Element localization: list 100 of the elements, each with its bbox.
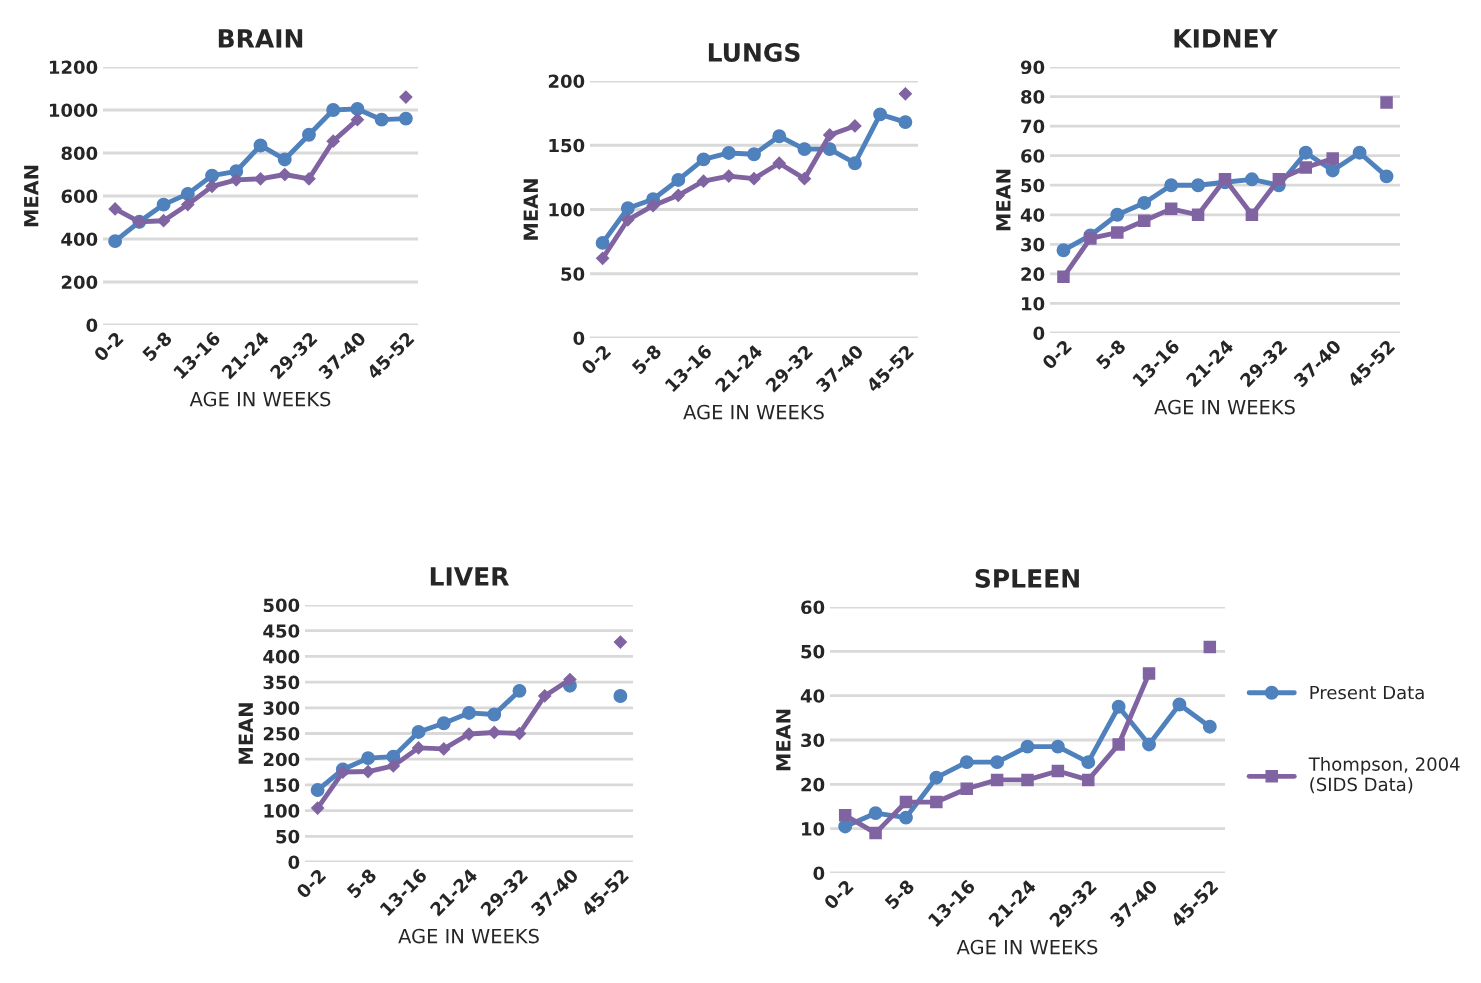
point: [1020, 739, 1035, 754]
point: [838, 809, 852, 822]
point: [1051, 764, 1065, 778]
y-tick-label: 0: [1033, 326, 1045, 341]
point: [869, 826, 882, 840]
point: [1081, 755, 1096, 770]
point: [868, 806, 883, 821]
chart-title: SPLEEN: [975, 569, 1079, 588]
point: [180, 186, 195, 201]
x-tick-label: 0-2: [822, 879, 854, 911]
chart-title: LUNGS: [708, 43, 800, 62]
y-tick-label: 20: [801, 777, 825, 792]
x-tick-label: 5-8: [884, 878, 916, 910]
point: [960, 782, 973, 796]
point: [873, 107, 888, 122]
point: [1057, 270, 1070, 284]
y-tick-label: 40: [1020, 208, 1045, 222]
point: [1298, 145, 1313, 160]
y-axis-title: MEAN: [238, 703, 253, 764]
y-tick-label: 300: [263, 701, 300, 715]
point: [205, 168, 219, 183]
chart-title: BRAIN: [218, 29, 303, 48]
point: [899, 810, 913, 825]
point: [1326, 152, 1339, 165]
x-tick-label: 5-8: [1095, 338, 1127, 370]
point: [1202, 719, 1217, 734]
point: [253, 138, 268, 153]
point: [990, 773, 1004, 787]
y-tick-label: 0: [813, 866, 825, 881]
point: [1218, 173, 1232, 186]
point: [899, 795, 913, 809]
y-tick-label: 30: [1021, 237, 1045, 252]
point: [1272, 173, 1286, 186]
point: [487, 725, 501, 740]
y-tick-label: 200: [61, 275, 98, 290]
point: [613, 635, 627, 649]
point: [959, 755, 974, 770]
y-tick-label: 50: [276, 829, 300, 844]
point: [1244, 172, 1259, 187]
point: [156, 197, 171, 212]
point: [747, 147, 761, 162]
point: [1191, 178, 1206, 193]
y-tick-label: 60: [801, 600, 825, 615]
point: [1112, 738, 1125, 751]
point: [399, 90, 413, 104]
point: [1380, 96, 1393, 109]
point: [374, 112, 389, 127]
point: [1110, 207, 1125, 222]
point: [1325, 163, 1340, 178]
point: [1142, 667, 1156, 680]
y-tick-label: 1000: [49, 103, 98, 118]
point: [1137, 196, 1152, 210]
y-tick-label: 30: [801, 733, 825, 748]
point: [411, 725, 426, 739]
point: [929, 770, 944, 785]
point: [797, 142, 812, 157]
y-tick-label: 50: [561, 267, 585, 281]
y-tick-label: 0: [288, 855, 300, 870]
point: [350, 113, 365, 127]
y-tick-label: 400: [61, 232, 98, 247]
point: [613, 689, 628, 703]
y-tick-label: 150: [549, 138, 585, 153]
point: [326, 134, 340, 148]
point: [1021, 773, 1034, 787]
legend-label: Present Data: [1310, 685, 1424, 700]
point: [930, 795, 943, 809]
point: [538, 689, 552, 703]
y-tick-label: 200: [263, 752, 300, 767]
point: [361, 764, 375, 779]
point: [797, 172, 812, 186]
point: [205, 179, 219, 193]
y-tick-label: 10: [1022, 296, 1045, 311]
point: [898, 115, 913, 130]
y-tick-label: 40: [800, 689, 825, 703]
point: [1164, 178, 1179, 193]
point: [823, 128, 837, 142]
x-axis-title: AGE IN WEEKS: [1154, 399, 1295, 415]
point: [512, 683, 527, 698]
y-tick-label: 100: [549, 202, 585, 217]
point: [620, 201, 635, 216]
y-tick-label: 60: [1021, 149, 1045, 163]
point: [462, 727, 476, 741]
point: [487, 707, 502, 722]
x-tick-label: 0-2: [92, 331, 124, 363]
y-axis-title: MEAN: [24, 165, 39, 227]
y-tick-label: 10: [802, 822, 825, 836]
x-tick-label: 5-8: [346, 867, 378, 899]
point: [847, 156, 862, 171]
x-tick-label: 5-8: [141, 330, 173, 362]
y-tick-label: 800: [61, 146, 98, 161]
x-axis-title: AGE IN WEEKS: [683, 404, 824, 420]
point: [1084, 232, 1097, 245]
point: [326, 103, 341, 117]
point: [108, 234, 123, 249]
point: [311, 801, 325, 815]
point: [1203, 640, 1217, 654]
point: [229, 173, 243, 187]
point: [278, 167, 292, 182]
x-axis-title: AGE IN WEEKS: [189, 391, 331, 407]
point: [437, 742, 451, 756]
